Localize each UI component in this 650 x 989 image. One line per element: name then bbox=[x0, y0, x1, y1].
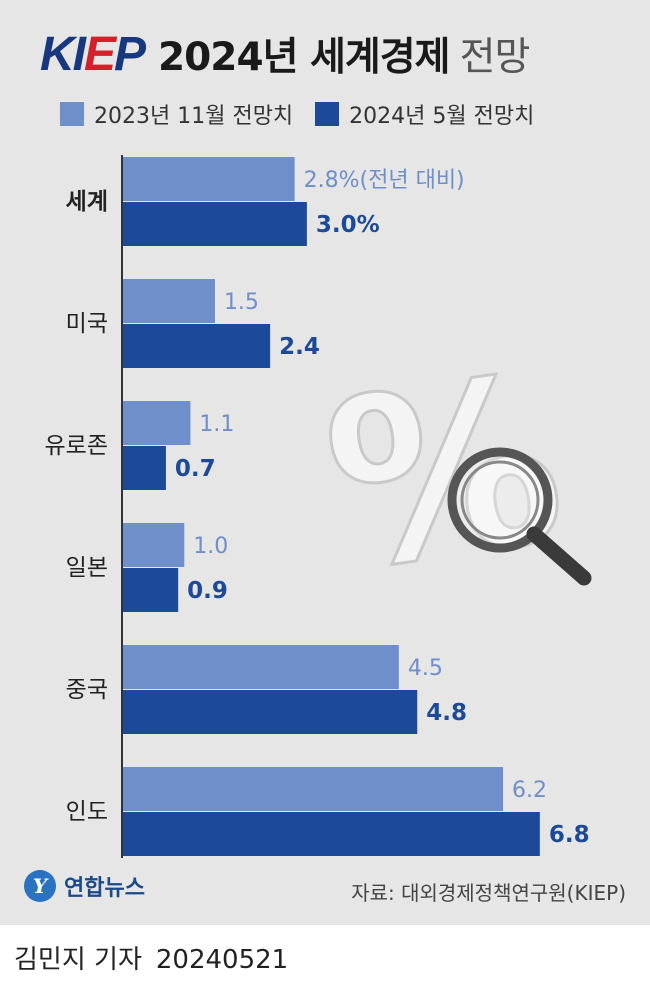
legend-item-old: 2023년 11월 전망치 bbox=[60, 98, 293, 130]
data-label-old-3: 1.0 bbox=[193, 534, 228, 559]
bar-old-3 bbox=[123, 523, 185, 567]
reporter-name: 김민지 기자 bbox=[14, 945, 142, 975]
bar-new-5 bbox=[123, 812, 540, 856]
category-label-3: 일본 bbox=[66, 555, 108, 581]
data-label-old-2: 1.1 bbox=[199, 412, 234, 437]
data-label-new-3: 0.9 bbox=[187, 578, 228, 604]
bar-old-2 bbox=[123, 401, 191, 445]
yonhap-logo: Y 연합뉴스 bbox=[24, 870, 145, 902]
bar-new-0 bbox=[123, 202, 307, 246]
data-label-old-0: 2.8%(전년 대비) bbox=[304, 168, 465, 193]
legend-swatch-new bbox=[315, 102, 340, 126]
bar-new-1 bbox=[123, 324, 271, 368]
category-label-1: 미국 bbox=[66, 311, 108, 337]
chart-panel: KIEP 2024년 세계경제 전망 2023년 11월 전망치 2024년 5… bbox=[0, 0, 650, 925]
bar-new-4 bbox=[123, 690, 418, 734]
bar-old-1 bbox=[123, 279, 215, 323]
category-label-4: 중국 bbox=[66, 677, 108, 703]
data-label-new-0: 3.0% bbox=[316, 212, 380, 238]
chart-title: 2024년 세계경제 bbox=[158, 35, 451, 80]
legend-swatch-old bbox=[60, 102, 84, 126]
bar-chart: % 2.8%(전년 대비) 3.0% 세계 1.5 2.4 미국 1.1 0.7 유로존 1.0 0… bbox=[45, 155, 592, 858]
legend-label-old: 2023년 11월 전망치 bbox=[94, 104, 294, 129]
bar-old-0 bbox=[123, 157, 295, 201]
agency-name: 연합뉴스 bbox=[64, 876, 145, 901]
data-label-old-4: 4.5 bbox=[408, 656, 443, 681]
header: KIEP 2024년 세계경제 전망 2023년 11월 전망치 2024년 5… bbox=[0, 0, 650, 140]
bar-old-4 bbox=[123, 645, 399, 689]
byline: 김민지 기자 20240521 bbox=[14, 939, 288, 976]
data-label-new-4: 4.8 bbox=[426, 700, 467, 726]
category-label-2: 유로존 bbox=[45, 433, 108, 459]
publish-date: 20240521 bbox=[155, 945, 289, 975]
title-row: KIEP 2024년 세계경제 전망 bbox=[40, 24, 531, 84]
data-label-old-1: 1.5 bbox=[224, 290, 259, 315]
data-label-new-5: 6.8 bbox=[549, 822, 590, 848]
percent-magnifier-illustration: % bbox=[310, 325, 592, 624]
bars-layer: 2.8%(전년 대비) 3.0% 세계 1.5 2.4 미국 1.1 0.7 유로존 1.0 0.9… bbox=[45, 157, 590, 856]
category-label-0: 세계 bbox=[66, 189, 108, 215]
legend-label-new: 2024년 5월 전망치 bbox=[349, 104, 535, 129]
bar-old-5 bbox=[123, 767, 504, 811]
yonhap-emblem-icon: Y bbox=[24, 870, 56, 902]
legend: 2023년 11월 전망치 2024년 5월 전망치 bbox=[60, 98, 556, 130]
data-label-old-5: 6.2 bbox=[512, 778, 547, 803]
legend-item-new: 2024년 5월 전망치 bbox=[315, 98, 534, 130]
magnifier-icon bbox=[447, 447, 592, 586]
chart-title-suffix: 전망 bbox=[459, 35, 531, 80]
kiep-logo: KIEP bbox=[40, 27, 146, 81]
percent-icon: % bbox=[312, 326, 577, 622]
data-label-new-2: 0.7 bbox=[175, 456, 216, 482]
category-label-5: 인도 bbox=[66, 799, 108, 825]
bar-new-2 bbox=[123, 446, 166, 490]
bar-new-3 bbox=[123, 568, 179, 612]
source-note: 자료: 대외경제정책연구원(KIEP) bbox=[351, 881, 626, 905]
data-label-new-1: 2.4 bbox=[279, 334, 320, 360]
